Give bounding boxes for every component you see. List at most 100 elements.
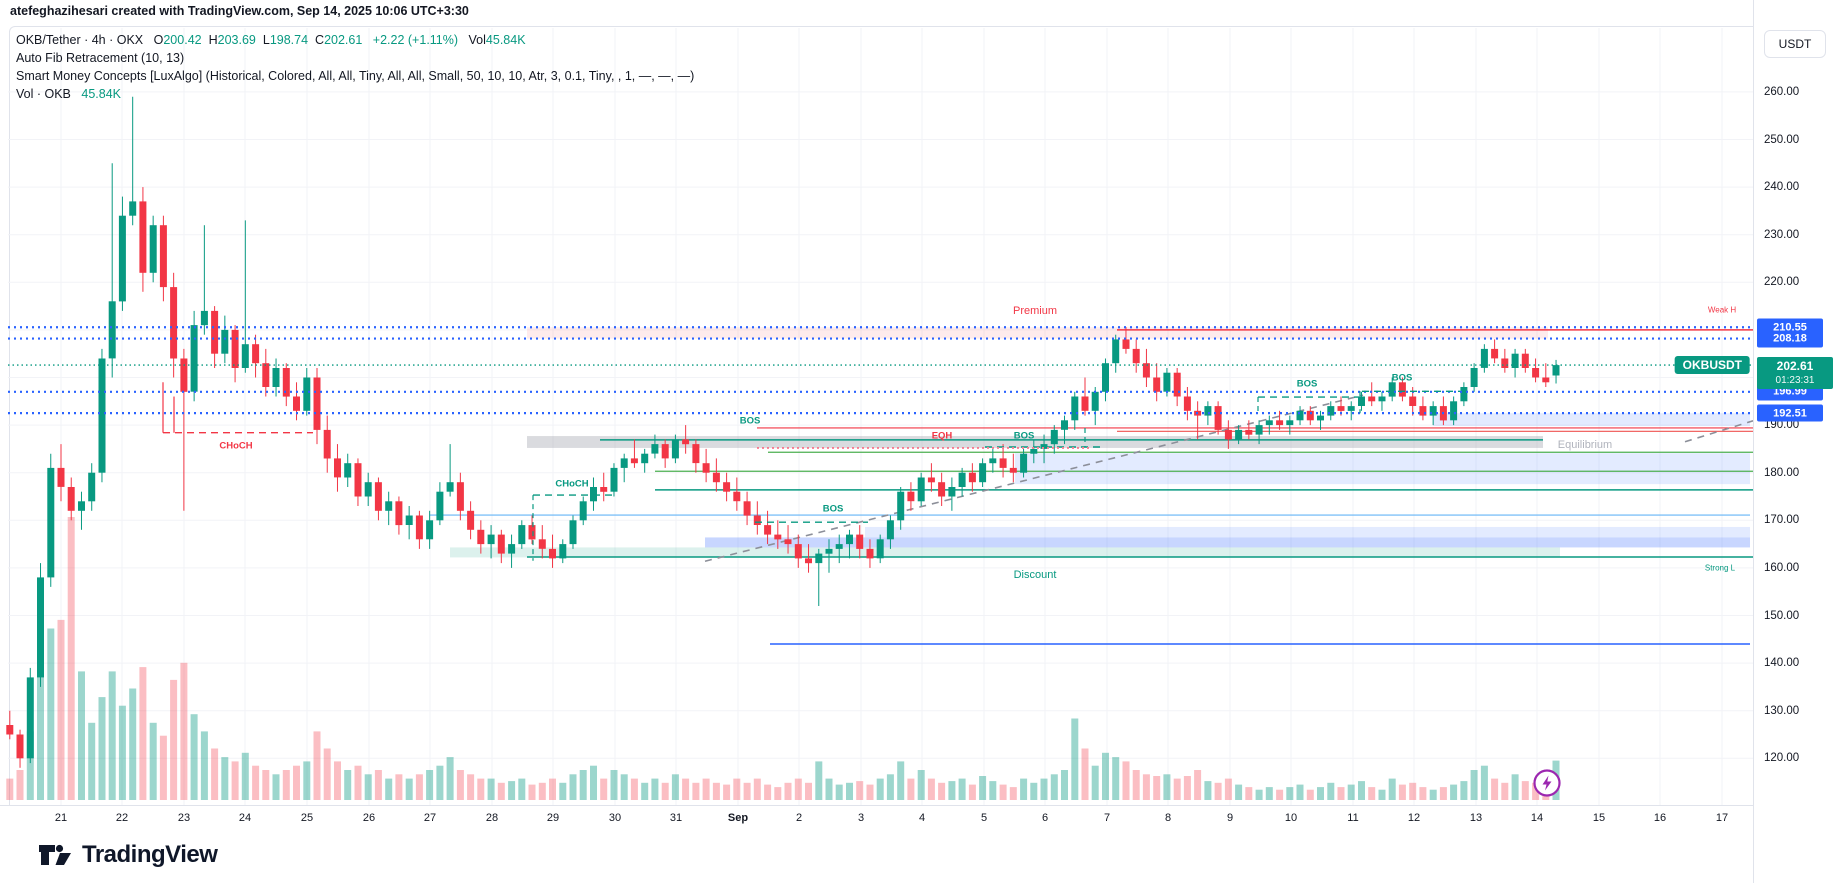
price-tick: 170.00 — [1764, 514, 1800, 527]
time-tick: 24 — [238, 812, 252, 824]
smc-label-weak-h: Weak H — [1707, 305, 1737, 315]
time-tick: 8 — [1164, 812, 1172, 824]
time-tick: 23 — [177, 812, 191, 824]
time-tick: 13 — [1469, 812, 1483, 824]
high-value: 203.69 — [217, 33, 256, 47]
smc-lines-layer — [430, 329, 1754, 645]
time-tick: 7 — [1103, 812, 1111, 824]
price-tick: 250.00 — [1764, 133, 1800, 146]
time-tick: 12 — [1407, 812, 1421, 824]
smc-label-choch: CHoCH — [555, 478, 589, 490]
chart-legend: OKB/Tether · 4h · OKX O200.42 H203.69 L198… — [16, 32, 694, 104]
time-tick: 11 — [1347, 812, 1359, 824]
vol-okb-label: Vol · OKB — [16, 87, 71, 101]
close-value: 202.61 — [324, 33, 363, 47]
current-price-badge: 202.61 01:23:31 — [1757, 357, 1833, 390]
time-tick: 22 — [115, 812, 129, 824]
volume-value: 45.84K — [485, 33, 526, 47]
low-value: 198.74 — [269, 33, 309, 47]
time-tick: 31 — [669, 812, 683, 824]
currency-toggle-usdt[interactable]: USDT — [1764, 30, 1826, 58]
equilibrium-zone — [527, 436, 1543, 448]
price-tick: 180.00 — [1764, 466, 1800, 479]
price-tick: 120.00 — [1764, 752, 1800, 765]
time-tick: 4 — [918, 812, 926, 824]
time-tick: 17 — [1715, 812, 1729, 824]
order-block-3 — [865, 526, 1750, 538]
price-tick: 230.00 — [1764, 228, 1800, 241]
open-value: 200.42 — [163, 33, 202, 47]
change-value: +2.22 (+1.11%) — [372, 33, 459, 47]
time-tick: 2 — [795, 812, 803, 824]
time-tick: 6 — [1041, 812, 1049, 824]
time-tick: Sep — [727, 812, 749, 824]
symbol-price-tag: OKBUSDT — [1674, 356, 1750, 375]
price-tick: 260.00 — [1764, 85, 1800, 98]
smc-dashed-layer — [162, 382, 1460, 561]
price-tick: 220.00 — [1764, 276, 1800, 289]
low-label: L — [262, 33, 270, 47]
time-tick: 14 — [1530, 812, 1544, 824]
smc-label-equilibrium: Equilibrium — [1557, 439, 1613, 451]
time-tick: 3 — [857, 812, 865, 824]
smc-label-eqh: EQH — [931, 430, 953, 442]
smc-label-strong-l: Strong L — [1704, 563, 1736, 573]
time-tick: 29 — [546, 812, 560, 824]
tradingview-brand-text[interactable]: TradingView — [82, 841, 218, 868]
tradingview-logo-icon — [39, 844, 71, 865]
time-tick: 15 — [1592, 812, 1606, 824]
vol-okb-value: 45.84K — [81, 87, 121, 101]
current-price-value: 202.61 — [1776, 359, 1814, 374]
volume-label: Vol — [468, 33, 486, 47]
bar-countdown: 01:23:31 — [1775, 375, 1815, 387]
price-tick: 160.00 — [1764, 561, 1800, 574]
time-tick: 26 — [362, 812, 376, 824]
grid-layer — [8, 28, 1753, 805]
indicator-volume[interactable]: Vol · OKB 45.84K — [16, 86, 694, 103]
indicator-fib-retracement[interactable]: Auto Fib Retracement (10, 13) — [16, 51, 185, 65]
fib-price-badge: 192.51 — [1757, 404, 1823, 422]
price-tick: 150.00 — [1764, 609, 1800, 622]
flash-boost-icon[interactable] — [1531, 767, 1563, 799]
symbol-title[interactable]: OKB/Tether · 4h · OKX — [16, 33, 144, 47]
time-axis[interactable]: 21 22 23 24 25 26 27 28 29 30 31 Sep 2 3 4 5 6 7 8 9 10 11 12 1… — [0, 805, 1835, 836]
smc-label-bos: BOS — [739, 415, 761, 427]
open-label: O — [153, 33, 164, 47]
symbol-legend-row[interactable]: OKB/Tether · 4h · OKX O200.42 H203.69 L198… — [16, 32, 694, 49]
order-block-4 — [705, 537, 1750, 548]
time-tick: 21 — [54, 812, 68, 824]
smc-label-bos: BOS — [1391, 372, 1413, 384]
price-tick: 140.00 — [1764, 657, 1800, 670]
price-tick: 190.00 — [1764, 419, 1800, 432]
order-block-2 — [1433, 413, 1750, 427]
price-tick: 240.00 — [1764, 181, 1800, 194]
candles-layer — [6, 96, 1560, 768]
smc-zones-layer — [450, 327, 1750, 558]
price-axis[interactable]: USDT 260.00 250.00 240.00 230.00 220.00 190.0… — [1753, 0, 1835, 883]
time-tick: 30 — [608, 812, 622, 824]
indicator-smart-money-concepts[interactable]: Smart Money Concepts [LuxAlgo] (Historic… — [16, 69, 695, 83]
smc-label-choch: CHoCH — [219, 440, 253, 452]
close-label: C — [315, 33, 325, 47]
smc-label-bos: BOS — [1013, 430, 1035, 442]
smc-label-discount: Discount — [1013, 569, 1057, 581]
order-block-1 — [1015, 453, 1750, 485]
time-tick: 5 — [980, 812, 988, 824]
time-tick: 27 — [423, 812, 437, 824]
smc-label-bos: BOS — [822, 503, 844, 515]
fib-levels-layer — [8, 326, 1753, 415]
footer-branding: TradingView — [38, 841, 218, 869]
premium-zone — [527, 327, 1548, 339]
fib-price-badge: 208.18 — [1757, 330, 1823, 348]
smc-label-premium: Premium — [1012, 305, 1058, 317]
smc-label-bos: BOS — [1296, 378, 1318, 390]
time-tick: 25 — [300, 812, 314, 824]
time-tick: 28 — [485, 812, 499, 824]
time-tick: 16 — [1653, 812, 1667, 824]
price-tick: 130.00 — [1764, 704, 1800, 717]
time-tick: 10 — [1284, 812, 1298, 824]
time-tick: 9 — [1226, 812, 1234, 824]
high-label: H — [208, 33, 218, 47]
